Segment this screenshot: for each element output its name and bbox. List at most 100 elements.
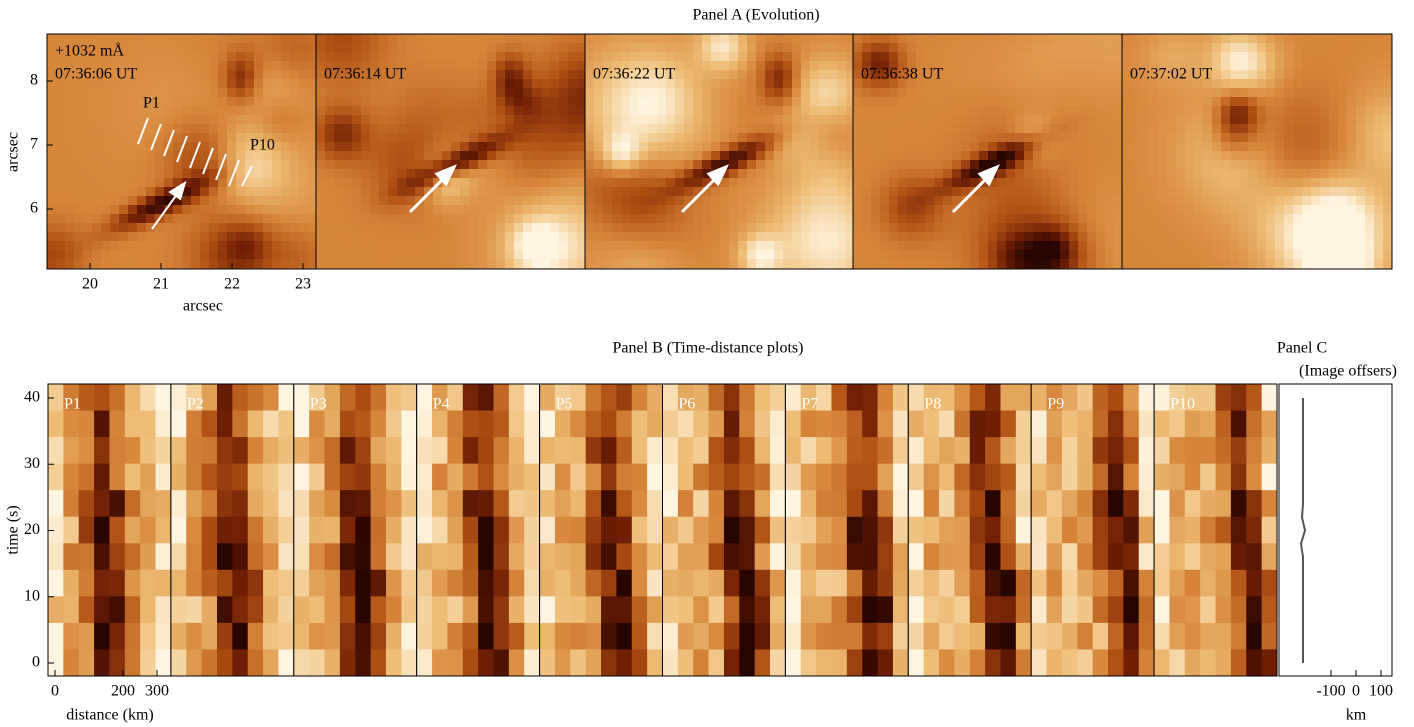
image-pixel — [952, 241, 961, 250]
td-pixel — [493, 569, 510, 597]
td-pixel — [478, 490, 494, 518]
image-pixel — [1185, 79, 1194, 88]
image-pixel — [1302, 151, 1311, 160]
image-pixel — [711, 70, 720, 79]
td-pixel — [1169, 463, 1186, 491]
td-pixel — [1061, 596, 1078, 624]
image-pixel — [308, 88, 316, 97]
image-pixel — [1069, 178, 1078, 187]
image-pixel — [1203, 232, 1212, 241]
image-pixel — [1284, 205, 1293, 214]
image-pixel — [1176, 259, 1185, 268]
image-pixel — [1087, 142, 1096, 151]
image-pixel — [1176, 160, 1185, 169]
image-pixel — [541, 187, 550, 196]
image-pixel — [711, 214, 720, 223]
image-pixel — [218, 241, 227, 250]
td-pixel — [677, 649, 694, 677]
image-pixel — [101, 61, 110, 70]
image-pixel — [765, 178, 774, 187]
td-pixel — [48, 569, 64, 597]
image-pixel — [334, 61, 343, 70]
image-pixel — [801, 160, 810, 169]
image-pixel — [1374, 34, 1383, 43]
image-pixel — [846, 52, 853, 61]
td-pixel — [969, 622, 986, 650]
image-pixel — [209, 88, 218, 97]
image-pixel — [290, 169, 299, 178]
image-pixel — [325, 115, 334, 124]
image-pixel — [451, 97, 460, 106]
image-pixel — [603, 97, 612, 106]
image-pixel — [110, 115, 119, 124]
image-pixel — [334, 259, 343, 268]
image-pixel — [1122, 178, 1131, 187]
image-pixel — [934, 160, 943, 169]
image-pixel — [1087, 124, 1096, 133]
image-pixel — [550, 115, 559, 124]
image-pixel — [281, 34, 290, 43]
image-pixel — [496, 34, 505, 43]
image-pixel — [1033, 79, 1042, 88]
image-pixel — [880, 88, 889, 97]
image-pixel — [137, 124, 146, 133]
image-pixel — [1347, 52, 1356, 61]
image-pixel — [585, 52, 594, 61]
image-pixel — [532, 169, 541, 178]
image-pixel — [173, 97, 182, 106]
image-pixel — [1194, 79, 1203, 88]
td-pixel — [401, 463, 418, 491]
image-pixel — [1051, 169, 1060, 178]
image-pixel — [603, 79, 612, 88]
image-pixel — [970, 178, 979, 187]
image-pixel — [898, 250, 907, 259]
image-pixel — [630, 232, 639, 241]
image-pixel — [934, 79, 943, 88]
image-pixel — [729, 70, 738, 79]
image-pixel — [1374, 160, 1383, 169]
image-pixel — [594, 61, 603, 70]
image-pixel — [1006, 61, 1015, 70]
image-pixel — [532, 97, 541, 106]
image-pixel — [603, 142, 612, 151]
image-pixel — [218, 70, 227, 79]
image-pixel — [880, 52, 889, 61]
td-pixel — [908, 569, 925, 597]
x-axis-label: km — [1346, 707, 1367, 724]
td-pixel — [493, 622, 510, 650]
image-pixel — [1203, 52, 1212, 61]
image-pixel — [209, 223, 218, 232]
image-pixel — [693, 232, 702, 241]
image-pixel — [496, 52, 505, 61]
image-pixel — [56, 223, 65, 232]
image-pixel — [666, 142, 675, 151]
td-pixel — [370, 410, 387, 438]
td-pixel — [1138, 516, 1155, 544]
image-pixel — [56, 106, 65, 115]
image-pixel — [1347, 223, 1356, 232]
image-pixel — [137, 223, 146, 232]
image-pixel — [765, 88, 774, 97]
image-pixel — [299, 133, 308, 142]
image-pixel — [774, 250, 783, 259]
td-pixel — [1015, 463, 1032, 491]
image-pixel — [352, 178, 361, 187]
td-pixel — [708, 516, 725, 544]
image-pixel — [433, 205, 442, 214]
image-pixel — [110, 106, 119, 115]
image-pixel — [819, 178, 828, 187]
image-pixel — [83, 205, 92, 214]
image-pixel — [182, 250, 191, 259]
image-pixel — [1033, 70, 1042, 79]
td-pixel — [539, 516, 556, 544]
td-pixel — [723, 516, 740, 544]
image-pixel — [943, 124, 952, 133]
td-pixel — [846, 463, 863, 491]
image-pixel — [1284, 70, 1293, 79]
image-pixel — [155, 106, 164, 115]
image-pixel — [65, 223, 74, 232]
image-pixel — [478, 151, 487, 160]
image-pixel — [1257, 97, 1266, 106]
image-pixel — [907, 214, 916, 223]
image-pixel — [559, 133, 568, 142]
